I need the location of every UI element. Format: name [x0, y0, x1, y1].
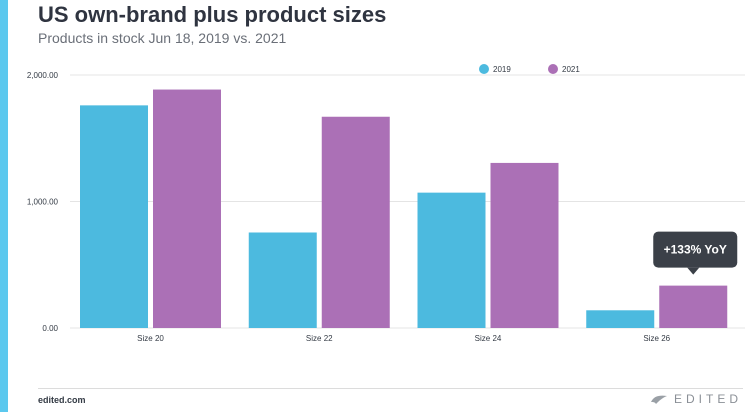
x-tick-label: Size 22: [306, 334, 333, 343]
legend-label: 2019: [493, 65, 511, 74]
bar: [248, 232, 317, 328]
x-tick-label: Size 20: [137, 334, 164, 343]
bar: [80, 105, 148, 328]
bar: [490, 162, 559, 328]
bar: [659, 285, 728, 328]
footer-url: edited.com: [38, 395, 86, 405]
bar: [153, 89, 221, 328]
bar: [417, 192, 486, 328]
x-tick-label: Size 26: [643, 334, 670, 343]
chart-subtitle: Products in stock Jun 18, 2019 vs. 2021: [38, 30, 287, 46]
accent-bar: [0, 0, 8, 412]
brand-name: EDITED: [673, 392, 742, 406]
bird-icon: [650, 395, 667, 404]
legend-marker: [479, 64, 489, 74]
bar: [586, 310, 655, 328]
y-tick-label: 1,000.00: [27, 198, 59, 207]
x-tick-label: Size 24: [475, 334, 502, 343]
annotation-box: [653, 231, 738, 268]
brand-logo: EDITED: [650, 392, 742, 406]
legend-marker: [548, 64, 558, 74]
y-tick-label: 0.00: [42, 324, 58, 333]
y-tick-label: 2,000.00: [27, 71, 59, 80]
chart-title: US own-brand plus product sizes: [38, 2, 387, 27]
annotation-pointer: [687, 267, 700, 275]
bar: [321, 116, 390, 329]
footer-divider: [38, 388, 743, 389]
annotation-label: +133% YoY: [664, 243, 727, 257]
legend-label: 2021: [562, 65, 580, 74]
